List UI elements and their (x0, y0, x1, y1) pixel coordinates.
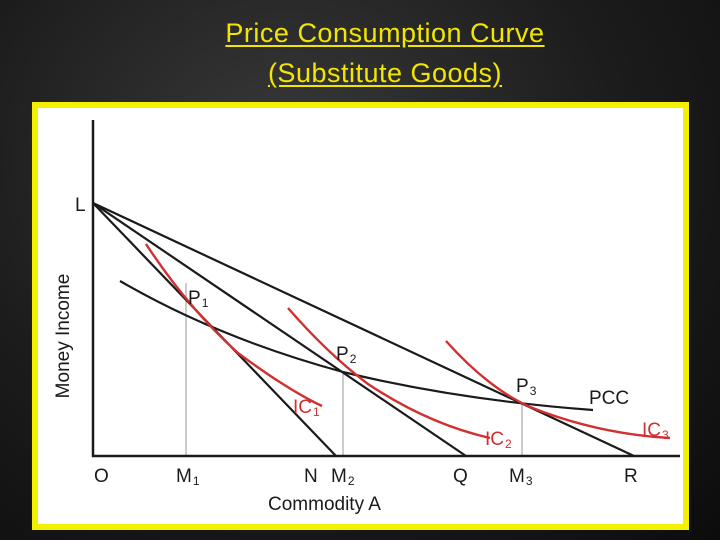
y-axis-title: Money Income (53, 274, 74, 399)
x-label-q: Q (453, 466, 468, 487)
x-label-m2: M2 (331, 466, 355, 488)
slide-subtitle: (Substitute Goods) (267, 58, 503, 88)
ic2-curve (287, 307, 491, 440)
budget-line-lq (92, 202, 467, 457)
x-label-r: R (624, 466, 638, 487)
ic3-label: IC3 (642, 420, 669, 442)
pcc-curve (119, 280, 594, 412)
point-label-p1: P1 (188, 288, 209, 310)
ic1-curve (144, 243, 323, 408)
diagram-frame: Commodity A Money Income O L M1 N M2 Q M… (32, 102, 689, 530)
ic2-label: IC2 (485, 429, 512, 451)
point-label-p3: P3 (516, 376, 537, 398)
x-label-m1: M1 (176, 466, 200, 488)
point-label-p2: P2 (336, 344, 357, 366)
ic1-label: IC1 (293, 397, 320, 419)
ic3-curve (445, 340, 671, 440)
origin-label: O (94, 466, 109, 487)
x-label-n: N (304, 466, 318, 487)
x-label-m3: M3 (509, 466, 533, 488)
pcc-label: PCC (589, 388, 629, 409)
intercept-label-l: L (75, 195, 86, 216)
x-axis-title: Commodity A (268, 494, 381, 515)
slide-title: Price Consumption Curve (225, 18, 545, 48)
price-consumption-diagram: Commodity A Money Income O L M1 N M2 Q M… (53, 120, 680, 515)
budget-line-lr (92, 202, 635, 457)
